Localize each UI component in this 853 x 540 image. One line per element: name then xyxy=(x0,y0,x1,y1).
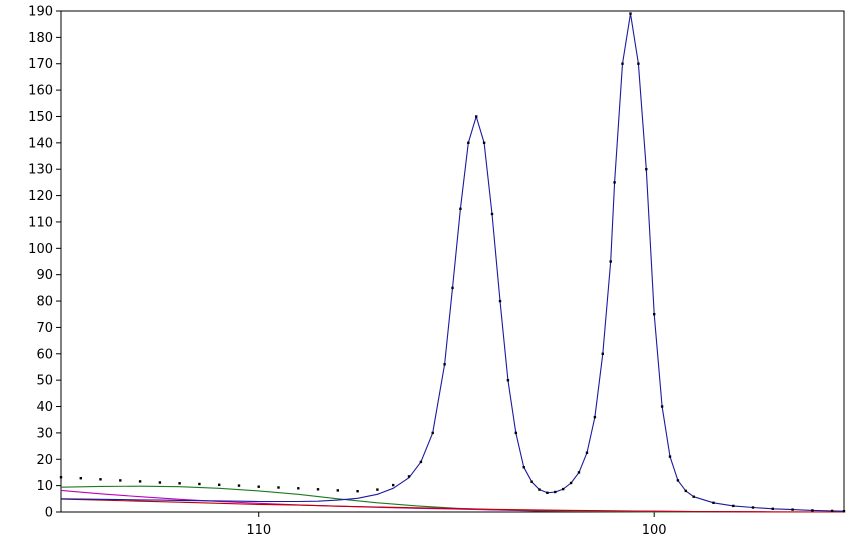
data-point xyxy=(830,509,834,513)
data-point xyxy=(692,495,695,498)
data-point xyxy=(316,488,320,491)
data-point xyxy=(577,471,581,474)
data-point xyxy=(538,488,541,491)
y-tick-label: 50 xyxy=(36,374,53,389)
data-point xyxy=(514,431,517,435)
data-point xyxy=(490,212,494,216)
data-point xyxy=(546,491,549,494)
data-point xyxy=(653,313,656,316)
data-point xyxy=(237,484,241,487)
y-tick-label: 80 xyxy=(36,295,53,310)
y-axis: 0 10 20 30 40 50 60 70 80 90 100 110 120 130 140 150 160… xyxy=(28,5,61,521)
data-point xyxy=(198,482,201,486)
data-point xyxy=(407,475,411,478)
data-point xyxy=(376,488,379,491)
data-point xyxy=(593,415,597,419)
data-point xyxy=(569,481,573,485)
y-tick-label: 100 xyxy=(28,242,53,257)
data-point xyxy=(771,507,774,510)
data-point xyxy=(712,501,715,504)
data-point xyxy=(297,487,300,490)
data-point xyxy=(475,115,478,118)
series-layer xyxy=(59,12,846,513)
x-tick-label: 110 xyxy=(246,523,271,538)
data-point xyxy=(59,476,63,479)
data-point xyxy=(79,477,82,480)
y-tick-label: 90 xyxy=(36,268,53,283)
data-point xyxy=(431,431,434,435)
y-tick-label: 160 xyxy=(28,84,53,99)
data-point xyxy=(637,62,640,65)
y-tick-label: 110 xyxy=(28,215,53,230)
data-point xyxy=(609,260,612,263)
data-point xyxy=(522,466,525,469)
data-point xyxy=(336,489,339,492)
data-point xyxy=(842,510,846,513)
y-tick-label: 0 xyxy=(45,506,53,521)
data-point xyxy=(119,479,122,482)
data-point xyxy=(585,451,589,454)
data-point xyxy=(459,207,462,210)
y-tick-label: 10 xyxy=(36,479,53,494)
data-point xyxy=(791,508,794,511)
data-point xyxy=(629,12,632,15)
data-point xyxy=(277,486,280,489)
x-axis: 110 100 xyxy=(246,512,667,538)
data-point xyxy=(257,485,260,488)
y-tick-label: 130 xyxy=(28,163,53,178)
plot-area-frame xyxy=(60,10,845,513)
y-tick-label: 170 xyxy=(28,57,53,72)
x-tick-label: 100 xyxy=(642,523,667,538)
data-point xyxy=(554,490,557,494)
series-line-4 xyxy=(60,498,844,513)
y-tick-label: 20 xyxy=(36,453,53,468)
data-point xyxy=(668,455,672,458)
data-point xyxy=(645,168,648,171)
data-point xyxy=(601,352,604,355)
y-tick-label: 40 xyxy=(36,400,53,415)
y-tick-label: 120 xyxy=(28,189,53,204)
data-point xyxy=(419,460,423,464)
data-point xyxy=(158,481,162,484)
data-point xyxy=(811,509,814,512)
series-line-1 xyxy=(60,13,845,512)
series-points-0 xyxy=(59,12,846,513)
data-point xyxy=(506,379,510,382)
data-point xyxy=(676,479,680,482)
data-point xyxy=(482,141,486,144)
data-point xyxy=(751,506,755,509)
data-point xyxy=(732,504,735,508)
data-point xyxy=(660,405,664,408)
data-point xyxy=(562,487,565,491)
data-point xyxy=(498,299,502,303)
data-point xyxy=(621,62,624,65)
data-point xyxy=(451,286,454,290)
y-tick-label: 180 xyxy=(28,31,53,46)
data-point xyxy=(684,489,687,493)
data-point xyxy=(356,490,359,493)
y-tick-label: 190 xyxy=(28,5,53,20)
data-point xyxy=(392,483,395,487)
data-point xyxy=(99,478,102,481)
data-point xyxy=(218,483,221,486)
y-tick-label: 60 xyxy=(36,347,53,362)
data-point xyxy=(178,482,181,485)
y-tick-label: 140 xyxy=(28,136,53,151)
y-tick-label: 150 xyxy=(28,110,53,125)
y-tick-label: 30 xyxy=(36,426,53,441)
data-point xyxy=(443,363,446,366)
data-point xyxy=(530,480,533,483)
data-point xyxy=(613,181,616,184)
y-tick-label: 70 xyxy=(36,321,53,336)
data-point xyxy=(138,480,142,483)
data-point xyxy=(467,141,470,144)
